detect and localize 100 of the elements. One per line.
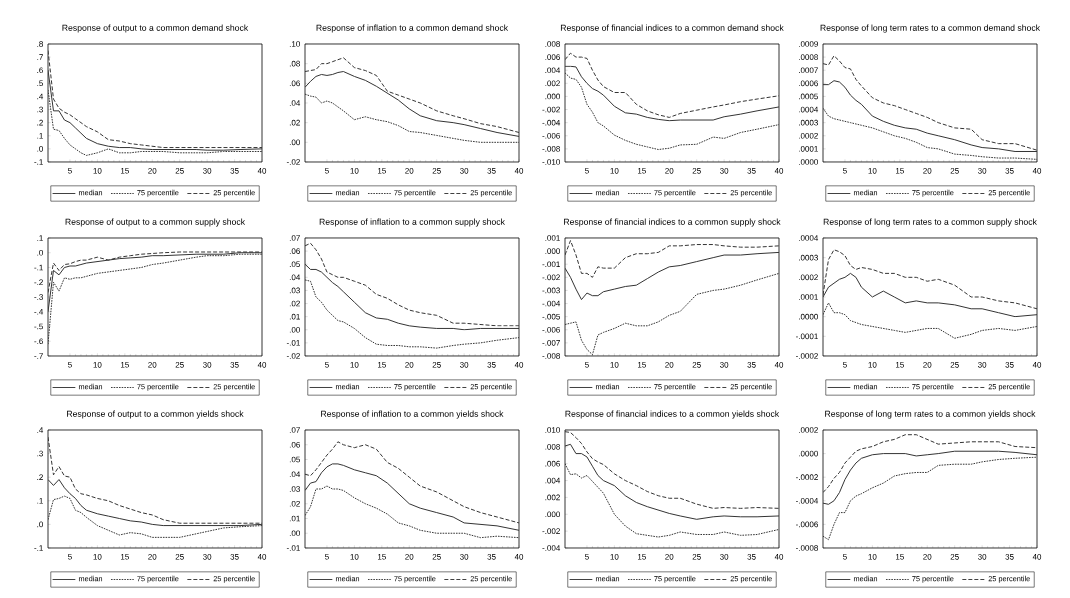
x-tick-label: 5 — [843, 554, 847, 560]
y-tick-label: .00 — [289, 326, 300, 333]
y-tick-label: .7 — [37, 54, 43, 60]
x-tick-label: 35 — [1005, 168, 1014, 174]
chart-title: Response of output to a common supply shock — [65, 218, 246, 227]
y-tick-label: .06 — [289, 248, 300, 254]
y-tick-label: .05 — [289, 261, 300, 268]
y-tick-label: .08 — [289, 60, 300, 67]
x-tick-label: 5 — [325, 554, 329, 560]
y-tick-label: .0001 — [799, 146, 818, 152]
y-tick-label: .0000 — [799, 159, 818, 165]
y-tick-label: .4 — [37, 93, 44, 100]
x-tick-label: 40 — [257, 168, 267, 174]
y-tick-label: .006 — [545, 460, 560, 467]
chart-title: Response of output to a common yields shock — [67, 410, 244, 419]
y-tick-label: .4 — [37, 427, 44, 433]
x-tick-label: 5 — [325, 362, 329, 368]
y-tick-label: -.010 — [542, 159, 560, 165]
y-tick-label: .0004 — [799, 235, 819, 241]
y-tick-label: .5 — [37, 80, 43, 87]
y-tick-label: .04 — [289, 100, 301, 106]
x-tick-label: 35 — [230, 362, 239, 368]
x-tick-label: 20 — [923, 362, 932, 368]
y-tick-label: -.02 — [286, 159, 300, 165]
x-tick-label: 40 — [514, 168, 524, 174]
y-tick-label: .6 — [37, 67, 43, 74]
y-tick-label: .006 — [545, 54, 560, 60]
x-tick-label: 30 — [977, 554, 987, 560]
y-tick-label: -.002 — [542, 106, 560, 113]
y-tick-label: .0002 — [799, 427, 818, 433]
x-tick-label: 15 — [120, 362, 129, 368]
x-tick-label: 35 — [747, 362, 756, 368]
y-tick-label: -.6 — [34, 338, 43, 345]
y-tick-label: .04 — [289, 471, 301, 478]
y-tick-label: .0007 — [799, 67, 818, 74]
y-tick-label: -.008 — [542, 353, 560, 359]
y-tick-label: .8 — [37, 41, 43, 47]
y-tick-label: .004 — [545, 477, 561, 484]
y-tick-label: .0000 — [799, 313, 818, 320]
x-tick-label: 10 — [868, 168, 877, 174]
x-tick-label: 25 — [950, 554, 959, 560]
x-tick-label: 30 — [203, 362, 212, 368]
x-tick-label: 10 — [610, 554, 619, 560]
y-tick-label: .04 — [289, 274, 301, 281]
x-tick-label: 35 — [1005, 362, 1014, 368]
x-tick-label: 30 — [978, 168, 987, 174]
x-tick-label: 30 — [460, 168, 469, 174]
x-tick-label: 30 — [203, 554, 212, 560]
x-tick-label: 10 — [610, 168, 619, 174]
x-tick-label: 40 — [514, 362, 524, 368]
x-tick-label: 10 — [350, 554, 359, 560]
x-tick-label: 10 — [350, 168, 359, 174]
y-tick-label: -.003 — [542, 287, 560, 294]
x-tick-label: 10 — [93, 168, 102, 174]
x-tick-label: 15 — [120, 554, 129, 560]
y-tick-label: -.2 — [34, 279, 43, 286]
x-tick-label: 30 — [720, 554, 729, 560]
y-tick-label: .0004 — [799, 106, 819, 113]
x-tick-label: 15 — [377, 168, 386, 174]
y-tick-label: .0000 — [799, 450, 818, 457]
x-tick-label: 40 — [774, 554, 784, 560]
x-tick-label: 30 — [460, 554, 469, 560]
y-tick-label: .0005 — [799, 93, 818, 100]
x-tick-label: 30 — [203, 168, 212, 174]
x-tick-label: 20 — [665, 168, 674, 174]
x-tick-label: 20 — [923, 554, 932, 560]
y-tick-label: .0009 — [799, 41, 818, 47]
y-tick-label: .03 — [289, 486, 300, 492]
y-tick-label: .0003 — [799, 119, 818, 126]
y-tick-label: .001 — [545, 235, 560, 241]
y-tick-label: .0003 — [799, 254, 818, 261]
chart-title: Response of output to a common demand shock — [62, 24, 249, 33]
x-tick-label: 15 — [120, 168, 129, 174]
y-tick-label: -.004 — [542, 119, 561, 126]
y-tick-label: .0008 — [799, 54, 818, 60]
y-tick-label: -.002 — [542, 274, 560, 281]
x-tick-label: 20 — [405, 554, 414, 560]
y-tick-label: -.004 — [542, 545, 561, 551]
y-tick-label: .000 — [545, 511, 560, 518]
x-tick-label: 10 — [350, 362, 359, 368]
x-tick-label: 20 — [148, 362, 157, 368]
x-tick-label: 25 — [432, 362, 441, 368]
x-tick-label: 40 — [774, 362, 784, 368]
chart-title: Response of long term rates to a common demand shock — [820, 24, 1041, 33]
x-tick-label: 40 — [514, 554, 524, 560]
x-tick-label: 15 — [895, 362, 904, 368]
y-tick-label: -.0008 — [795, 545, 818, 551]
x-tick-label: 10 — [93, 554, 102, 560]
y-tick-label: -.0006 — [795, 521, 818, 528]
y-tick-label: .000 — [545, 248, 560, 254]
x-tick-label: 40 — [257, 554, 267, 560]
y-tick-label: .008 — [545, 41, 560, 47]
x-tick-label: 15 — [895, 554, 904, 560]
x-tick-label: 30 — [460, 362, 469, 368]
x-tick-label: 20 — [148, 168, 157, 174]
y-tick-label: .2 — [37, 474, 43, 480]
x-tick-label: 20 — [665, 362, 674, 368]
y-tick-label: .008 — [545, 444, 560, 450]
x-tick-label: 5 — [585, 362, 589, 368]
x-tick-label: 5 — [843, 168, 847, 174]
